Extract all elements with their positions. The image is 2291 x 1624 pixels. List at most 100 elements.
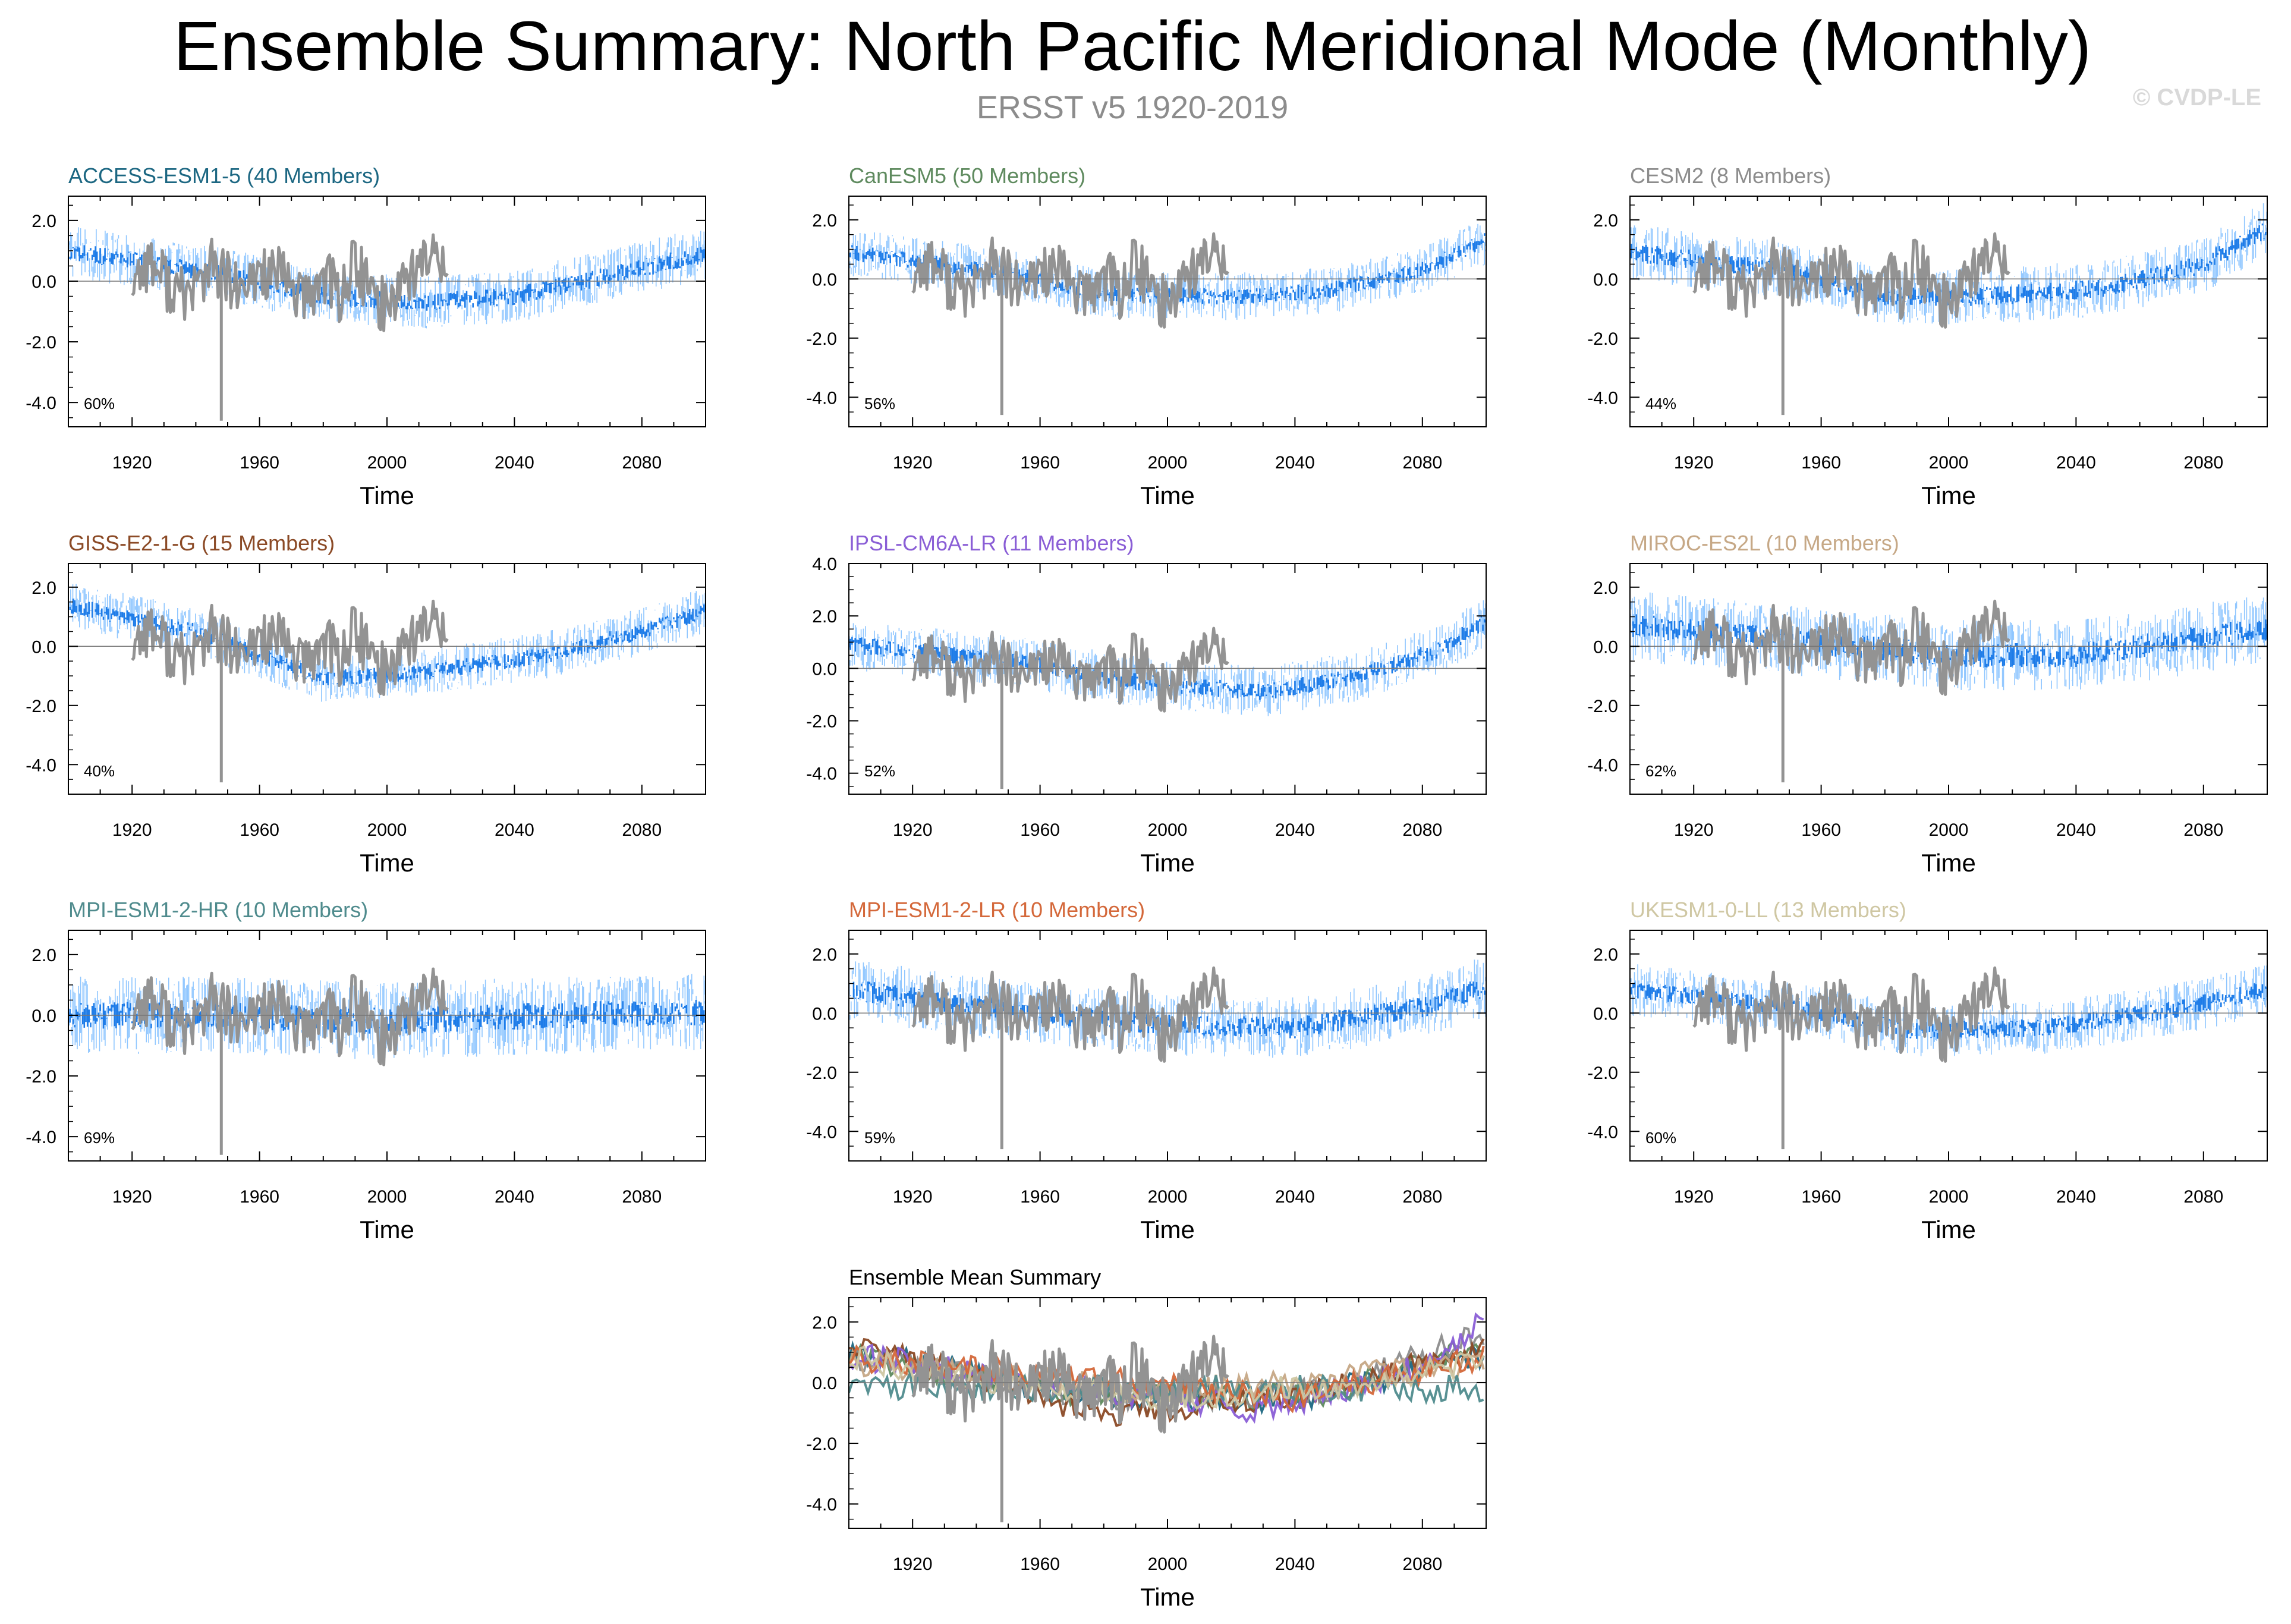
ensemble-spread [68,584,706,702]
x-axis-label: Time [360,1216,414,1244]
x-tick-label: 1960 [1020,1187,1060,1207]
y-tick-label: 2.0 [812,1313,837,1333]
y-tick-label: 2.0 [812,945,837,965]
x-tick-label: 2080 [1402,453,1442,473]
percent-label: 44% [1645,395,1676,413]
plot-area [849,224,1486,416]
plot-frame [848,196,1487,427]
x-tick-label: 2000 [1148,1187,1188,1207]
y-tick-label: -4.0 [806,1122,837,1142]
plot-area [68,584,706,783]
y-tick-label: -4.0 [1587,1122,1618,1142]
chart-panel-9: UKESM1-0-LL (13 Members) 1920 1960 2000 2040… [1587,898,2268,1244]
x-tick-label: 1960 [1020,1554,1060,1574]
observed-series-line [1692,966,2010,1063]
x-tick-label: 1960 [1020,453,1060,473]
observed-series-line [911,966,1229,1063]
plot-frame [68,196,706,427]
x-tick-label: 1920 [893,1187,933,1207]
x-tick-label: 2080 [1402,820,1442,840]
chart-panel-7: MPI-ESM1-2-HR (10 Members) 1920 1960 2000 20… [26,898,706,1244]
y-tick-label: 2.0 [1593,945,1618,965]
y-tick-label: 0.0 [812,270,837,289]
y-tick-label: -4.0 [1587,388,1618,408]
percent-label: 60% [1645,1129,1676,1147]
x-axis-label: Time [1140,849,1195,877]
y-tick-label: -2.0 [26,1067,56,1087]
x-tick-label: 1920 [893,820,933,840]
x-axis-label: Time [360,849,414,877]
panel-title: ACCESS-ESM1-5 (40 Members) [68,163,380,188]
x-tick-label: 2080 [622,453,662,473]
x-axis-label: Time [360,481,414,509]
copyright-watermark: © CVDP-LE [2132,84,2261,111]
x-tick-label: 2040 [495,1187,534,1207]
x-tick-label: 1920 [112,453,152,473]
y-tick-label: -4.0 [806,388,837,408]
percent-label: 40% [84,762,115,780]
figure-subtitle: ERSST v5 1920-2019 [976,90,1289,125]
observed-series-line [1692,232,2010,329]
panel-title: Ensemble Mean Summary [849,1265,1101,1289]
panel-title: CESM2 (8 Members) [1630,163,1831,188]
chart-panel-3: CESM2 (8 Members) 1920 1960 2000 2040 2080 -4.… [1587,163,2268,509]
x-tick-label: 2040 [495,820,534,840]
x-tick-label: 2040 [2056,1187,2096,1207]
y-tick-label: 0.0 [32,1006,56,1026]
y-tick-label: -2.0 [1587,329,1618,349]
y-tick-label: 0.0 [32,637,56,657]
y-tick-label: -4.0 [806,1495,837,1515]
x-tick-label: 2000 [367,453,407,473]
plot-area [68,967,706,1155]
y-tick-label: -2.0 [1587,697,1618,716]
chart-panel-5: IPSL-CM6A-LR (11 Members) 1920 1960 2000 204… [806,531,1487,877]
x-tick-label: 1960 [240,453,279,473]
y-tick-label: 2.0 [32,212,56,231]
x-axis-label: Time [1140,1583,1195,1611]
y-tick-label: 2.0 [812,211,837,231]
plot-area [1630,592,2267,783]
plot-area [849,1312,1485,1522]
x-tick-label: 1920 [112,820,152,840]
x-axis-label: Time [1140,1216,1195,1244]
ensemble-spread [1630,203,2267,325]
ensemble-spread [849,224,1486,320]
chart-panel-4: GISS-E2-1-G (15 Members) 1920 1960 2000 2040… [26,531,706,877]
plot-area [1630,964,2267,1150]
x-tick-label: 2040 [1275,820,1315,840]
figure-title: Ensemble Summary: North Pacific Meridion… [173,7,2092,86]
y-tick-label: 0.0 [812,659,837,679]
x-tick-label: 2000 [1929,820,1969,840]
x-tick-label: 2040 [1275,1554,1315,1574]
panel-title: GISS-E2-1-G (15 Members) [68,531,335,555]
panel-title: UKESM1-0-LL (13 Members) [1630,898,1906,922]
chart-panel-1: ACCESS-ESM1-5 (40 Members) 1920 1960 2000 20… [26,163,706,509]
panel-title: MIROC-ES2L (10 Members) [1630,531,1899,555]
x-tick-label: 1960 [1801,453,1841,473]
x-tick-label: 2000 [1148,1554,1188,1574]
x-tick-label: 1920 [893,453,933,473]
y-tick-label: -2.0 [806,1063,837,1083]
y-tick-label: 2.0 [32,946,56,965]
y-tick-label: -4.0 [1587,756,1618,775]
percent-label: 69% [84,1129,115,1147]
observed-series-line [1692,599,2010,696]
x-tick-label: 2080 [2183,1187,2223,1207]
x-axis-label: Time [1921,481,1976,509]
x-tick-label: 2040 [2056,453,2096,473]
x-tick-label: 1920 [1674,820,1714,840]
y-tick-label: -2.0 [1587,1063,1618,1083]
plot-frame [1629,930,2268,1162]
y-tick-label: 2.0 [1593,211,1618,231]
y-tick-label: 0.0 [1593,637,1618,657]
x-tick-label: 2040 [1275,453,1315,473]
y-tick-label: -2.0 [806,329,837,349]
x-tick-label: 2040 [2056,820,2096,840]
chart-panel-6: MIROC-ES2L (10 Members) 1920 1960 2000 2040 2… [1587,531,2268,877]
y-tick-label: 4.0 [812,555,837,574]
x-axis-label: Time [1921,1216,1976,1244]
panel-title: MPI-ESM1-2-LR (10 Members) [849,898,1145,922]
x-axis-label: Time [1921,849,1976,877]
